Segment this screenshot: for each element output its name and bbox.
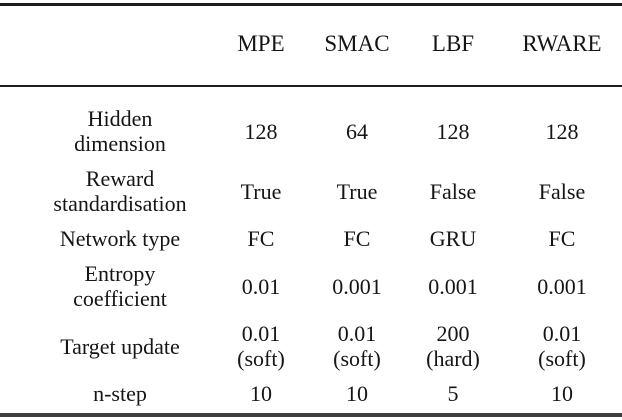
table-cell: FC — [247, 226, 275, 251]
table-cell: 128 — [545, 118, 579, 144]
table-cell: True — [336, 178, 378, 204]
table-cell: 0.01 (soft) — [237, 321, 285, 371]
table-cell: 0.001 — [537, 273, 587, 299]
table-row-entropy-coefficient: Entropy coefficient 0.01 0.001 0.001 0.0… — [0, 256, 622, 316]
table-cell: FC — [343, 226, 371, 251]
table-cell: 10 — [346, 381, 368, 406]
table-row-reward-standardisation: Reward standardisation True True False F… — [0, 161, 622, 221]
row-label: Reward standardisation — [53, 166, 187, 216]
table-row-target-update: Target update 0.01 (soft) 0.01 (soft) 20… — [0, 316, 622, 376]
header-empty-cell — [0, 0, 212, 86]
table-cell: 64 — [346, 118, 368, 144]
row-label: Network type — [59, 226, 181, 251]
top-rule — [0, 3, 622, 6]
hyperparameter-table: MPE SMAC LBF RWARE Hidden dimension 128 … — [0, 0, 622, 411]
table-cell: 200 (hard) — [426, 321, 480, 371]
table-cell: 10 — [551, 381, 573, 406]
table-cell: 10 — [250, 381, 272, 406]
table-cell: FC — [548, 226, 576, 251]
row-label: Entropy coefficient — [73, 261, 167, 311]
bottom-rule — [0, 413, 622, 417]
table-row-n-step: n-step 10 10 5 10 — [0, 376, 622, 411]
table-cell: 0.01 (soft) — [333, 321, 381, 371]
table-cell: 128 — [436, 118, 470, 144]
table-cell: False — [429, 178, 477, 204]
table-cell: True — [240, 178, 282, 204]
row-label: n-step — [93, 381, 147, 406]
table-cell: 0.001 — [332, 273, 382, 299]
table-cell: 128 — [244, 118, 278, 144]
table-row-hidden-dimension: Hidden dimension 128 64 128 128 — [0, 86, 622, 161]
column-header-lbf: LBF — [431, 30, 475, 56]
table-cell: GRU — [429, 226, 477, 251]
column-header-mpe: MPE — [237, 30, 285, 56]
mid-rule — [0, 85, 622, 87]
column-header-rware: RWARE — [522, 30, 602, 56]
table-cell: False — [538, 178, 586, 204]
row-label: Target update — [60, 333, 180, 359]
row-label: Hidden dimension — [74, 106, 166, 156]
table-cell: 0.01 — [241, 273, 281, 299]
table-row-network-type: Network type FC FC GRU FC — [0, 221, 622, 256]
column-header-smac: SMAC — [324, 30, 390, 56]
table-cell: 0.01 (soft) — [538, 321, 586, 371]
header-row: MPE SMAC LBF RWARE — [0, 0, 622, 86]
table-cell: 0.001 — [428, 273, 478, 299]
table-cell: 5 — [447, 381, 459, 406]
